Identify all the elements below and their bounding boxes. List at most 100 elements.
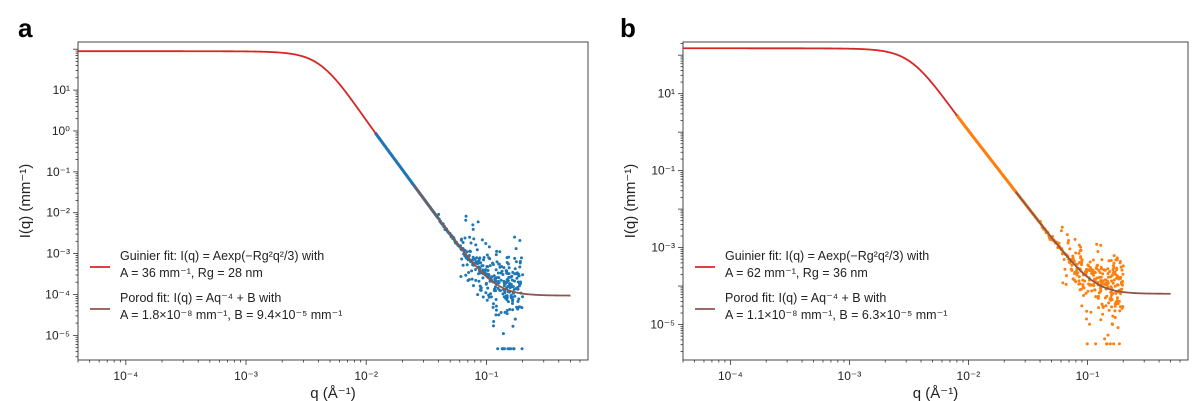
data-point	[495, 249, 499, 253]
data-point	[1095, 267, 1099, 271]
data-point	[1108, 342, 1112, 346]
data-point	[1085, 270, 1089, 274]
data-point	[485, 253, 489, 257]
data-point	[1099, 275, 1103, 279]
data-point	[502, 266, 506, 270]
data-point	[502, 284, 506, 288]
data-point	[484, 242, 488, 246]
panel-label-a: a	[18, 13, 33, 43]
data-point	[514, 247, 518, 251]
data-point	[1101, 272, 1105, 276]
data-point	[1077, 279, 1081, 283]
y-tick-label: 10⁻¹	[651, 164, 675, 178]
data-point	[513, 294, 517, 298]
data-point	[1057, 241, 1061, 245]
y-tick-label: 10⁻³	[46, 247, 70, 261]
data-point	[517, 284, 521, 288]
data-point	[505, 271, 509, 275]
data-point	[464, 273, 468, 277]
data-point	[1070, 263, 1074, 267]
data-point	[466, 278, 470, 282]
data-point	[1100, 258, 1104, 262]
guinier-fit-line	[78, 50, 377, 135]
data-point	[496, 347, 500, 351]
data-point	[1109, 285, 1113, 289]
data-point	[1064, 274, 1068, 278]
data-point	[481, 276, 485, 280]
data-point	[1087, 282, 1091, 286]
data-point	[1066, 241, 1070, 245]
data-point	[1075, 262, 1079, 266]
data-point	[1107, 308, 1111, 312]
data-point	[1113, 309, 1117, 313]
plot-area	[78, 50, 571, 351]
data-point	[1101, 312, 1105, 316]
data-point	[1088, 265, 1092, 269]
data-point	[1074, 251, 1078, 255]
data-point	[1113, 302, 1117, 306]
data-point	[464, 214, 468, 218]
data-point	[475, 248, 479, 252]
data-point	[459, 275, 463, 279]
data-point	[476, 293, 480, 297]
data-point	[1088, 260, 1092, 264]
data-point	[477, 279, 481, 283]
data-point	[476, 220, 480, 224]
data-point	[459, 238, 463, 242]
data-point	[1109, 275, 1113, 279]
data-point	[1109, 259, 1113, 263]
data-point	[489, 292, 493, 296]
data-point	[1072, 271, 1076, 275]
data-point	[1097, 269, 1101, 273]
data-point	[1084, 291, 1088, 295]
data-point	[480, 238, 484, 242]
legend-guinier-line2: A = 62 mm⁻¹, Rg = 36 nm	[725, 266, 868, 280]
data-point	[474, 268, 478, 272]
data-point	[1103, 278, 1107, 282]
data-point	[468, 235, 472, 239]
data-point	[503, 310, 507, 314]
data-point	[511, 270, 515, 274]
y-axis-label: I(q) (mm⁻¹)	[17, 164, 34, 239]
data-point	[1090, 289, 1094, 293]
data-point	[1062, 257, 1066, 261]
data-point	[492, 319, 496, 323]
data-point	[1099, 243, 1103, 247]
data-point	[482, 255, 486, 259]
data-point	[494, 253, 498, 257]
data-point	[497, 262, 501, 266]
data-point	[514, 260, 518, 264]
data-point	[477, 257, 481, 261]
legend-guinier-line1: Guinier fit: I(q) = Aexp(−Rg²q²/3) with	[120, 249, 324, 263]
data-point	[484, 291, 488, 295]
data-point	[1094, 295, 1098, 299]
data-point	[519, 256, 523, 260]
data-point	[1094, 342, 1098, 346]
data-point	[471, 255, 475, 259]
data-point	[1095, 264, 1099, 268]
data-point	[1064, 282, 1068, 286]
data-point	[481, 264, 485, 268]
data-point	[1077, 275, 1081, 279]
data-point	[496, 271, 500, 275]
data-point	[481, 295, 485, 299]
data-point	[475, 256, 479, 260]
data-point	[1085, 267, 1089, 271]
data-point	[1089, 310, 1093, 314]
data-point	[1086, 289, 1090, 293]
data-point	[491, 305, 495, 309]
legend-porod-line1: Porod fit: I(q) = Aq⁻⁴ + B with	[725, 291, 886, 305]
data-point	[1120, 287, 1124, 291]
data-point	[469, 241, 473, 245]
porod-fit-line	[413, 185, 571, 297]
data-point	[1082, 293, 1086, 297]
data-point	[513, 279, 517, 283]
data-point	[507, 255, 511, 259]
data-point	[1071, 277, 1075, 281]
data-point	[497, 281, 501, 285]
data-point	[510, 302, 514, 306]
data-point	[1106, 272, 1110, 276]
data-point	[1098, 271, 1102, 275]
data-point	[520, 347, 524, 351]
data-point	[476, 261, 480, 265]
